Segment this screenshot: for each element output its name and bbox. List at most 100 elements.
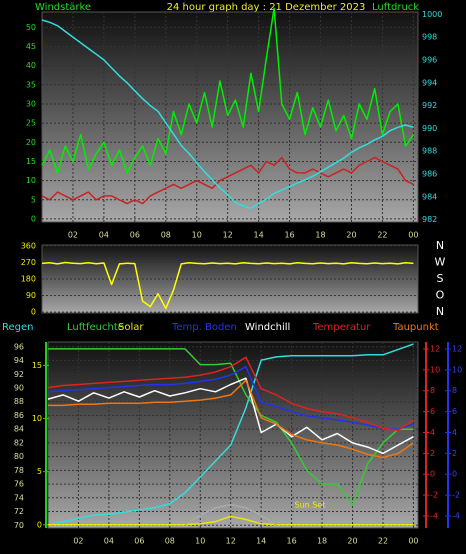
series-line	[47, 343, 414, 526]
x-tick-label: 18	[315, 231, 325, 240]
plot-area	[47, 341, 419, 529]
y2-tick-label: W	[435, 255, 446, 268]
y3-tick-label: -4	[452, 511, 460, 520]
series-line	[41, 7, 415, 174]
series-line	[47, 356, 414, 432]
y2-axis-label: Luftdruck	[372, 2, 419, 13]
x-tick-label: 08	[161, 231, 171, 240]
y2-tick-label: 990	[422, 124, 437, 133]
x-tick-label: 22	[377, 231, 387, 240]
x-tick-label: 20	[347, 537, 357, 546]
legend-label: Temperatur	[312, 322, 371, 333]
y3-tick-label: 4	[452, 428, 457, 437]
y-tick-label: 10	[26, 176, 36, 185]
x-tick-label: 08	[165, 537, 175, 546]
y-tick-label: 15	[26, 157, 36, 166]
y4-tick-label: 0	[37, 520, 42, 529]
series-line	[184, 503, 277, 526]
x-tick-label: 04	[104, 537, 114, 546]
y3-tick-label: 6	[452, 407, 457, 416]
y-tick-label: 74	[14, 493, 24, 502]
y-tick-label: 35	[26, 80, 36, 89]
y-tick-label: 30	[26, 99, 36, 108]
x-tick-label: 00	[408, 537, 418, 546]
x-tick-label: 12	[223, 231, 233, 240]
chart-title: 24 hour graph day : 21 Dezember 2023	[167, 2, 366, 13]
y2-tick-label: S	[437, 272, 444, 285]
y-tick-label: 84	[14, 425, 24, 434]
x-tick-label: 22	[378, 537, 388, 546]
x-tick-label: 16	[287, 537, 297, 546]
y3-tick-label: 12	[452, 344, 462, 353]
legend-label: Regen	[2, 322, 34, 333]
y-tick-label: 45	[26, 42, 36, 51]
series-line	[48, 348, 414, 506]
series-line	[48, 515, 414, 526]
y2-tick-label: 998	[422, 33, 437, 42]
y3-tick-label: 2	[452, 449, 457, 458]
legend-label: Solar	[118, 322, 144, 333]
x-tick-label: 02	[73, 537, 83, 546]
series-line	[47, 365, 414, 431]
y2-tick-label: 6	[430, 407, 435, 416]
x-tick-label: 14	[256, 537, 266, 546]
y2-tick-label: 4	[430, 428, 435, 437]
y-tick-label: 25	[26, 119, 36, 128]
y2-tick-label: 982	[422, 215, 437, 224]
y2-tick-label: N	[436, 239, 444, 252]
y4-tick-label: 5	[37, 467, 42, 476]
y-tick-label: 90	[14, 383, 24, 392]
y4-tick-label: 10	[32, 414, 42, 423]
x-tick-label: 10	[192, 231, 202, 240]
y-tick-label: 90	[26, 291, 36, 300]
y-tick-label: 94	[14, 356, 24, 365]
y-tick-label: 40	[26, 61, 36, 70]
y2-tick-label: -4	[430, 511, 438, 520]
series-line	[41, 261, 414, 310]
series-line	[47, 377, 414, 455]
x-tick-label: 02	[68, 231, 78, 240]
y-tick-label: 86	[14, 411, 24, 420]
y3-tick-label: 10	[452, 365, 462, 374]
y3-tick-label: 8	[452, 386, 457, 395]
y2-tick-label: 988	[422, 147, 437, 156]
plot-area	[41, 11, 419, 223]
legend-label: Windchill	[245, 322, 290, 333]
y2-tick-label: 8	[430, 386, 435, 395]
x-tick-label: 06	[130, 231, 140, 240]
y-tick-label: 270	[21, 258, 36, 267]
y-tick-label: 50	[26, 23, 36, 32]
y2-tick-label: 0	[430, 470, 435, 479]
y2-tick-label: 994	[422, 78, 437, 87]
y3-tick-label: 0	[452, 470, 457, 479]
x-tick-label: 18	[317, 537, 327, 546]
legend-label: Taupunkt	[392, 322, 439, 333]
x-tick-label: 20	[346, 231, 356, 240]
y-tick-label: 0	[31, 214, 36, 223]
y-tick-label: 78	[14, 466, 24, 475]
y2-tick-label: 996	[422, 55, 437, 64]
legend-label: Luftfeuchte	[67, 322, 124, 333]
x-tick-label: 10	[195, 537, 205, 546]
series-line	[41, 156, 414, 205]
y-tick-label: 88	[14, 397, 24, 406]
y2-tick-label: 12	[430, 344, 440, 353]
y-tick-label: 82	[14, 438, 24, 447]
series-line	[41, 19, 414, 210]
y2-tick-label: N	[436, 305, 444, 318]
y-tick-label: 70	[14, 521, 24, 530]
y4-tick-label: 15	[32, 361, 42, 370]
y-tick-label: 360	[21, 241, 36, 250]
y-tick-label: 20	[26, 138, 36, 147]
x-tick-label: 04	[99, 231, 109, 240]
x-tick-label: 00	[408, 231, 418, 240]
y-tick-label: 72	[14, 507, 24, 516]
series-line	[48, 379, 414, 459]
x-tick-label: 12	[226, 537, 236, 546]
y-tick-label: 5	[31, 195, 36, 204]
y-tick-label: 96	[14, 342, 24, 351]
y-tick-label: 76	[14, 480, 24, 489]
y2-tick-label: 10	[430, 365, 440, 374]
x-tick-label: 14	[254, 231, 264, 240]
